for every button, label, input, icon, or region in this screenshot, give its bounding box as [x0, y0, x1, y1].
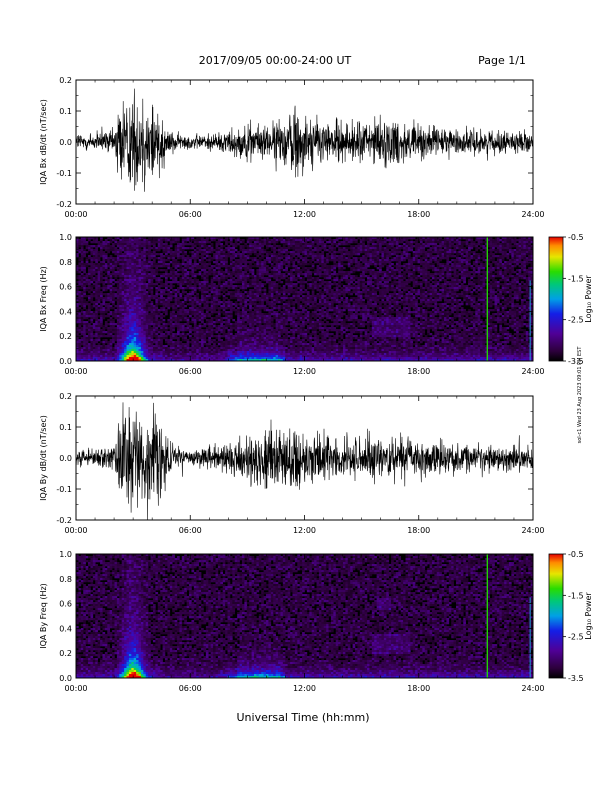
y-tick-label: 0.2 — [59, 392, 72, 401]
x-tick-label: 12:00 — [293, 367, 316, 376]
y-tick-label: 0.2 — [59, 76, 72, 85]
colorbar-tick-label: -1.5 — [568, 591, 584, 600]
x-tick-label: 00:00 — [64, 526, 87, 535]
y-tick-label: -0.1 — [56, 485, 72, 494]
colorbar: -0.5 -1.5 -2.5 -3.5 Log₁₀ Power — [548, 550, 593, 683]
x-tick-label: 12:00 — [293, 684, 316, 693]
panel-4: -0.5 -1.5 -2.5 -3.5 Log₁₀ Power 1.0 0.8 0.6 0.4 0… — [39, 550, 593, 693]
x-tick-label: 12:00 — [293, 210, 316, 219]
colorbar-tick-label: -2.5 — [568, 633, 584, 642]
y-axis-label: IQA By dB/dt (nT/sec) — [39, 415, 48, 501]
y-tick-label: 0.4 — [59, 307, 72, 316]
x-tick-label: 24:00 — [521, 684, 544, 693]
waveform-line — [76, 88, 533, 192]
y-tick-label: 0.0 — [59, 357, 72, 366]
y-tick-label: -0.2 — [56, 200, 72, 209]
y-tick-label: 0.6 — [59, 283, 72, 292]
y-tick-label: -0.2 — [56, 516, 72, 525]
colorbar-tick-label: -0.5 — [568, 550, 584, 559]
side-stamp: sol-c1 Wed 23 Aug 2023 09:01 PM EST — [577, 346, 583, 444]
y-tick-label: 1.0 — [59, 233, 72, 242]
colorbar-tick-label: -3.5 — [568, 357, 584, 366]
waveform-line — [76, 402, 533, 520]
x-tick-label: 06:00 — [179, 526, 202, 535]
colorbar-scale — [548, 236, 564, 362]
y-tick-label: 0.8 — [59, 258, 72, 267]
y-tick-label: 1.0 — [59, 550, 72, 559]
panels: 0.20.10.0-0.1-0.200:00 06:00 12:00 18:00 24:… — [39, 76, 593, 693]
x-tick-label: 18:00 — [407, 684, 430, 693]
x-tick-label: 18:00 — [407, 526, 430, 535]
figure-title: 2017/09/05 00:00-24:00 UT — [199, 54, 352, 67]
spectrogram — [76, 237, 533, 361]
y-tick-label: 0.0 — [59, 138, 72, 147]
spectrogram — [76, 554, 533, 678]
x-tick-label: 06:00 — [179, 367, 202, 376]
x-tick-label: 12:00 — [293, 526, 316, 535]
colorbar-label: Log₁₀ Power — [584, 275, 593, 323]
page-number: Page 1/1 — [478, 54, 526, 67]
colorbar-tick-label: -3.5 — [568, 674, 584, 683]
colorbar-label: Log₁₀ Power — [584, 592, 593, 640]
x-tick-label: 00:00 — [64, 684, 87, 693]
panel-2: -0.5 -1.5 -2.5 -3.5 Log₁₀ Power 1.0 0.8 0.6 0.4 0… — [39, 233, 593, 376]
y-tick-label: 0.6 — [59, 600, 72, 609]
y-tick-label: 0.0 — [59, 674, 72, 683]
x-tick-label: 18:00 — [407, 367, 430, 376]
x-tick-label: 06:00 — [179, 684, 202, 693]
panel-3: 0.2 0.1 0.0 -0.1 -0.200:00 06:00 12:00 18:00 24:… — [39, 392, 545, 535]
y-tick-label: 0.4 — [59, 624, 72, 633]
y-axis-label: IQA Bx Freq (Hz) — [39, 266, 48, 332]
panel-1: 0.2 0.1 0.0 -0.1 -0.200:00 06:00 12:00 18:00 24:… — [39, 76, 545, 219]
y-axis-label: IQA Bx dB/dt (nT/sec) — [39, 99, 48, 185]
y-tick-label: 0.8 — [59, 575, 72, 584]
x-tick-label: 00:00 — [64, 210, 87, 219]
colorbar: -0.5 -1.5 -2.5 -3.5 Log₁₀ Power — [548, 233, 593, 366]
y-tick-label: 0.1 — [59, 423, 72, 432]
colorbar-tick-label: -1.5 — [568, 274, 584, 283]
x-tick-label: 24:00 — [521, 367, 544, 376]
y-axis-label: IQA By Freq (Hz) — [39, 583, 48, 649]
x-tick-label: 24:00 — [521, 210, 544, 219]
x-tick-label: 06:00 — [179, 210, 202, 219]
y-tick-label: -0.1 — [56, 169, 72, 178]
y-tick-label: 0.0 — [59, 454, 72, 463]
x-tick-label: 18:00 — [407, 210, 430, 219]
colorbar-tick-label: -0.5 — [568, 233, 584, 242]
colorbar-scale — [548, 553, 564, 679]
y-tick-label: 0.1 — [59, 107, 72, 116]
x-tick-label: 00:00 — [64, 367, 87, 376]
x-tick-label: 24:00 — [521, 526, 544, 535]
y-tick-label: 0.2 — [59, 332, 72, 341]
x-axis-label: Universal Time (hh:mm) — [237, 711, 370, 724]
y-tick-label: 0.2 — [59, 649, 72, 658]
colorbar-tick-label: -2.5 — [568, 316, 584, 325]
